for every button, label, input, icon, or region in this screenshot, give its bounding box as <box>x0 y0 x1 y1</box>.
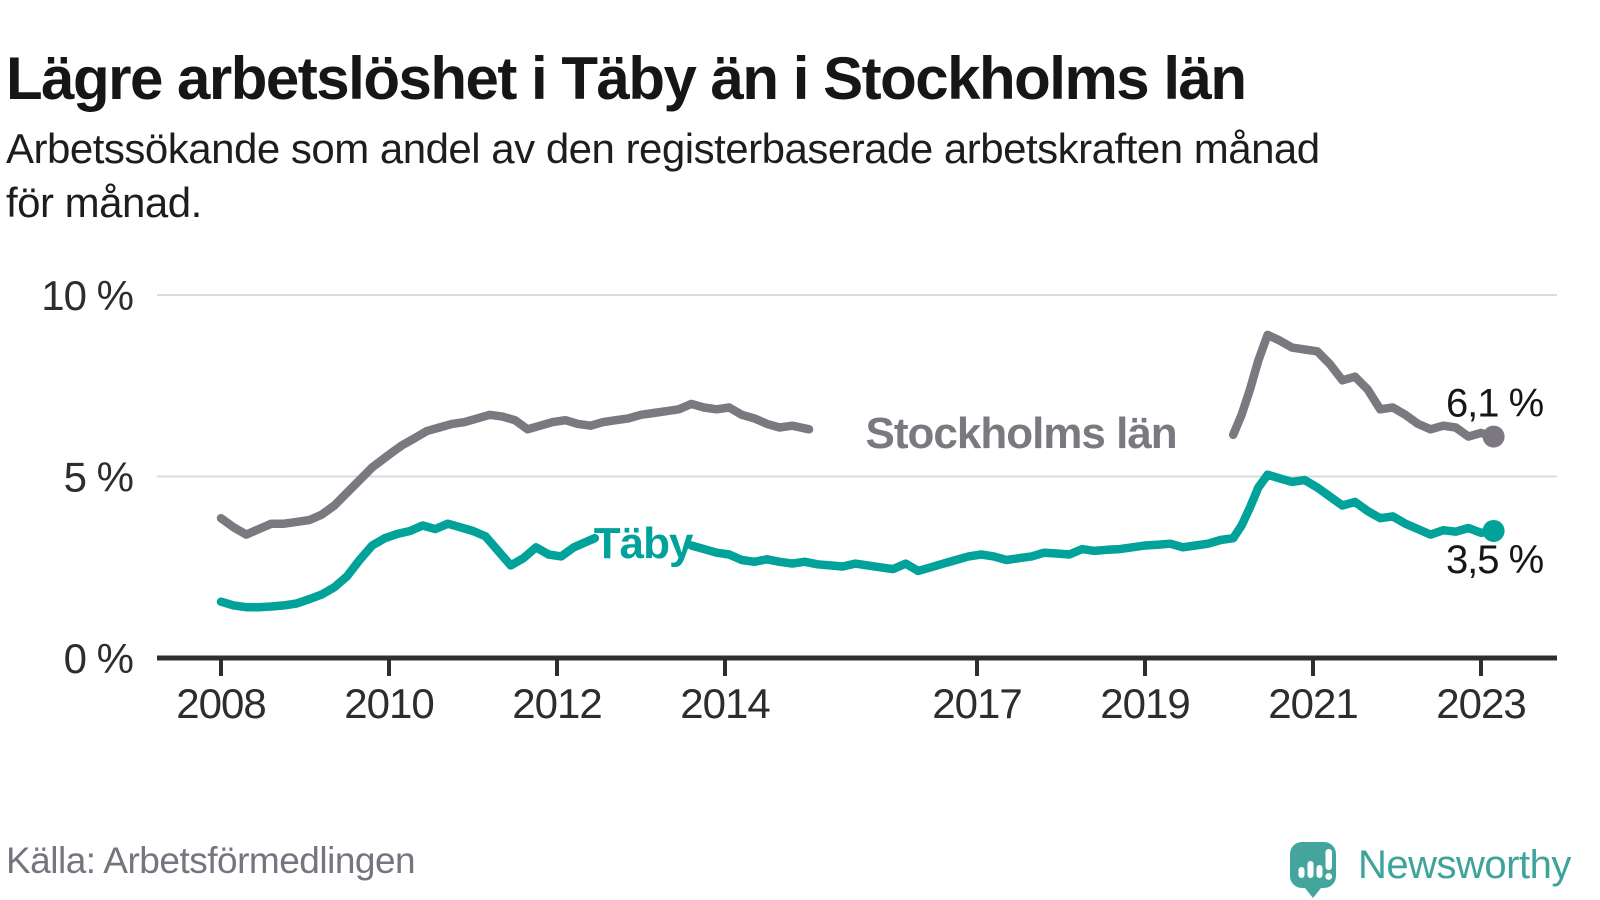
x-axis-label-2010: 2010 <box>344 680 433 727</box>
series-line-t-by-seg0 <box>216 519 600 612</box>
x-axis-label-2008: 2008 <box>176 680 265 727</box>
x-axis-label-2023: 2023 <box>1436 680 1525 727</box>
x-axis-label-2012: 2012 <box>512 680 601 727</box>
series-line-t-by-seg1 <box>687 470 1498 576</box>
newsworthy-logo: Newsworthy <box>1288 840 1571 900</box>
page-title: Lägre arbetslöshet i Täby än i Stockholm… <box>6 45 1247 113</box>
end-dot-t-by <box>1482 519 1505 542</box>
series-label-t-by: Täby <box>594 519 694 568</box>
y-axis-label-5: 5 % <box>64 454 133 501</box>
subtitle-line-1: Arbetssökande som andel av den registerb… <box>6 125 1320 172</box>
y-axis-label-10: 10 % <box>41 272 133 319</box>
x-axis-label-2014: 2014 <box>680 680 770 727</box>
x-axis-label-2021: 2021 <box>1268 680 1357 727</box>
y-axis-label-0: 0 % <box>64 635 133 682</box>
exclamation-dot <box>1325 873 1333 880</box>
subtitle-line-2: för månad. <box>6 179 202 226</box>
source-note: Källa: Arbetsförmedlingen <box>6 840 416 881</box>
exclamation-bar <box>1325 849 1332 870</box>
x-axis-label-2017: 2017 <box>932 680 1021 727</box>
newsworthy-bubble-icon <box>1290 842 1336 898</box>
bar-medium <box>1316 865 1323 878</box>
bar-small <box>1298 867 1305 878</box>
page-subtitle: Arbetssökande som andel av den registerb… <box>6 122 1576 230</box>
x-axis-label-2019: 2019 <box>1100 680 1189 727</box>
end-dot-stockholms-l-n <box>1482 425 1505 448</box>
series-line-stockholms-l-n-seg1 <box>1228 330 1498 441</box>
series-label-stockholms-l-n: Stockholms län <box>866 409 1177 458</box>
end-value-label-t-by: 3,5 % <box>1446 538 1544 582</box>
series-line-stockholms-l-n-seg0 <box>216 399 814 539</box>
brand-wordmark: Newsworthy <box>1358 843 1571 887</box>
end-value-label-stockholms-l-n: 6,1 % <box>1446 382 1544 426</box>
bar-tall <box>1307 861 1314 878</box>
